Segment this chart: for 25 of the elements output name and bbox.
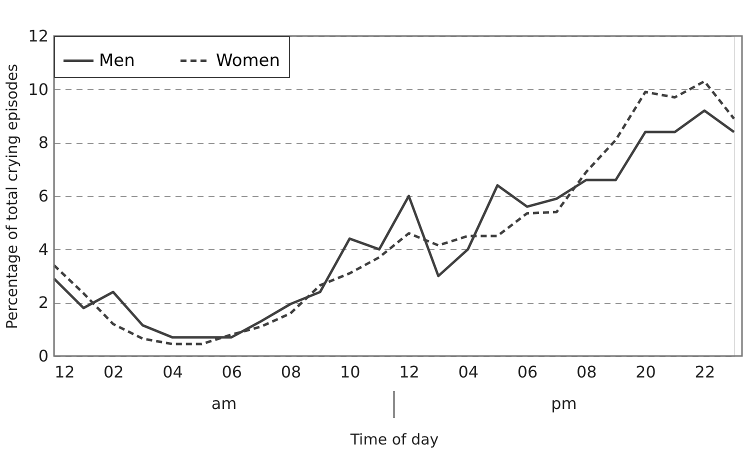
y-tick-label: 10 xyxy=(28,80,48,99)
y-axis-title: Percentage of total crying episodes xyxy=(3,64,22,330)
y-tick-label: 4 xyxy=(38,240,48,259)
y-tick-label: 0 xyxy=(38,346,48,366)
x-tick-label: 04 xyxy=(458,362,479,382)
y-tick-label: 2 xyxy=(38,293,48,312)
x-tick-label: 02 xyxy=(103,362,124,382)
x-tick-label: 06 xyxy=(517,362,538,382)
x-axis-title: Time of day xyxy=(349,430,439,448)
x-tick-label: 08 xyxy=(576,362,597,382)
legend-label: Men xyxy=(99,50,135,71)
y-tick-label: 8 xyxy=(38,133,48,152)
x-tick-label: 10 xyxy=(340,362,360,382)
y-tick-label: 6 xyxy=(38,186,48,206)
text: pm xyxy=(551,394,577,413)
x-tick-label: 06 xyxy=(222,362,242,382)
x-tick-label: 22 xyxy=(694,362,716,382)
x-tick-label: 08 xyxy=(280,362,302,382)
legend-label: Women xyxy=(216,50,280,71)
x-tick-label: 04 xyxy=(162,362,183,382)
x-tick-label: 20 xyxy=(636,362,656,382)
x-tick-label: 12 xyxy=(54,362,75,382)
y-tick-label: 12 xyxy=(28,26,48,46)
x-tick-label: 12 xyxy=(399,362,420,382)
text: am xyxy=(211,394,237,413)
